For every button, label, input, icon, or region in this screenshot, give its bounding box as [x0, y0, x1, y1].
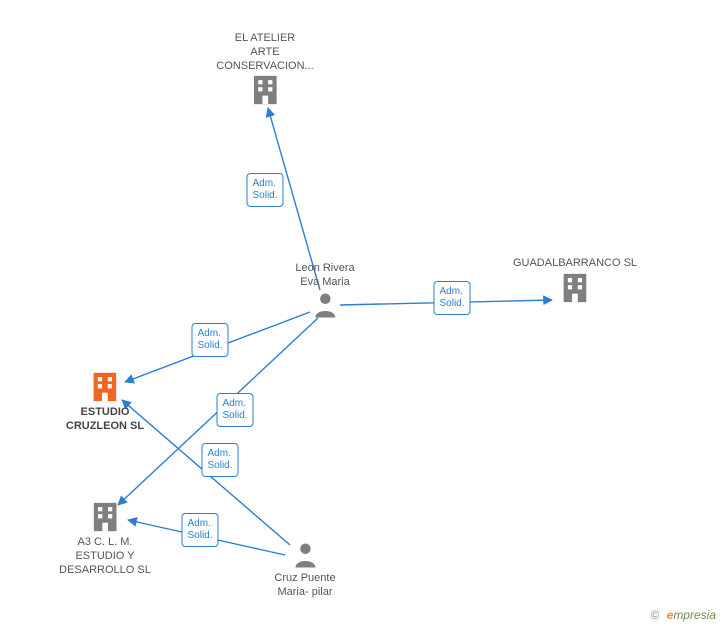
watermark: © empresia	[650, 608, 716, 622]
building-icon	[513, 271, 637, 305]
copyright-symbol: ©	[650, 608, 659, 622]
node-leon_rivera[interactable]: Leon Rivera Eva Maria	[295, 260, 354, 320]
person-icon	[295, 290, 354, 320]
node-label: GUADALBARRANCO SL	[513, 257, 637, 271]
building-icon	[66, 370, 144, 404]
building-icon	[59, 500, 151, 534]
building-icon	[216, 73, 313, 107]
node-label: ESTUDIO CRUZLEON SL	[66, 406, 144, 434]
person-icon	[274, 540, 335, 570]
node-label: Cruz Puente Maria- pilar	[274, 572, 335, 600]
node-label: Leon Rivera Eva Maria	[295, 262, 354, 290]
edge-line	[128, 520, 285, 555]
edge-line	[118, 318, 318, 505]
node-label: EL ATELIER ARTE CONSERVACION...	[216, 32, 313, 73]
node-guadalbarranco[interactable]: GUADALBARRANCO SL	[513, 255, 637, 305]
node-cruz_puente[interactable]: Cruz Puente Maria- pilar	[274, 540, 335, 600]
node-label: A3 C. L. M. ESTUDIO Y DESARROLLO SL	[59, 536, 151, 577]
node-estudio_cruzleon[interactable]: ESTUDIO CRUZLEON SL	[66, 370, 144, 434]
node-el_atelier[interactable]: EL ATELIER ARTE CONSERVACION...	[216, 30, 313, 107]
edge-line	[125, 312, 310, 382]
brand-name: empresia	[667, 608, 716, 622]
node-a3clm[interactable]: A3 C. L. M. ESTUDIO Y DESARROLLO SL	[59, 500, 151, 577]
